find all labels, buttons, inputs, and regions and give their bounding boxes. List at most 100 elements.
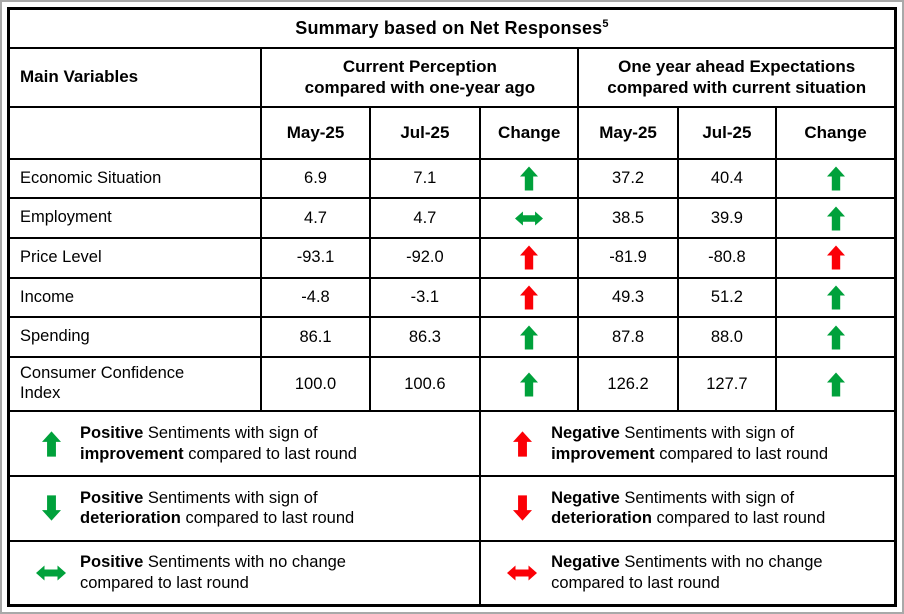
ex-jul-value: 40.4	[676, 157, 778, 200]
green-up-arrow-icon	[41, 431, 61, 457]
cp-jul-value: -3.1	[368, 276, 482, 319]
table-row: Consumer Confidence Index 100.0 100.6 126.2…	[7, 356, 897, 413]
green-up-arrow-icon	[826, 325, 845, 350]
ex-change-header: Change	[775, 105, 897, 160]
legend-item: Positive Sentiments with no change compa…	[22, 552, 473, 593]
legend-cell: Negative Sentiments with sign of deterio…	[479, 475, 897, 542]
ex-may-value: 37.2	[577, 157, 679, 200]
cp-change-cell	[479, 356, 580, 413]
ex-may-value: 49.3	[577, 276, 679, 319]
cp-change-cell	[479, 316, 580, 359]
group-header-line: compared with one-year ago	[304, 78, 536, 98]
green-left-right-arrow-icon	[515, 211, 544, 226]
green-down-arrow-icon	[41, 495, 61, 522]
ex-may-value: 87.8	[577, 316, 679, 359]
summary-table: Summary based on Net Responses5 Main Var…	[7, 7, 897, 607]
legend-text: Positive Sentiments with sign of improve…	[80, 424, 357, 463]
ex-change-cell	[775, 356, 897, 413]
group-header-line: One year ahead Expectations	[618, 57, 856, 77]
table-row: Price Level -93.1 -92.0 -81.9 -80.8	[7, 237, 897, 279]
ex-jul-value: -80.8	[676, 237, 778, 279]
red-up-arrow-icon	[520, 285, 539, 310]
cp-may-value: 100.0	[260, 356, 371, 413]
legend-cell: Negative Sentiments with no change compa…	[479, 539, 897, 607]
green-up-arrow-icon	[826, 206, 845, 231]
expectations-header: One year ahead Expectations compared wit…	[577, 47, 897, 108]
row-label: Consumer Confidence Index	[7, 356, 263, 413]
cp-may-header: May-25	[260, 105, 371, 160]
empty-header-cell	[7, 105, 263, 160]
row-label: Economic Situation	[7, 157, 263, 200]
period-header-row: May-25 Jul-25 Change May-25 Jul-25 Chang…	[7, 105, 897, 160]
cp-may-value: -93.1	[260, 237, 371, 279]
legend-arrow-wrap	[493, 495, 551, 522]
legend-arrow-wrap	[22, 431, 80, 457]
cp-jul-value: 100.6	[368, 356, 482, 413]
legend-text: Negative Sentiments with sign of deterio…	[551, 488, 826, 528]
cp-jul-value: 86.3	[368, 316, 482, 359]
cp-change-header: Change	[479, 105, 580, 160]
red-up-arrow-icon	[826, 245, 845, 270]
legend-body: Positive Sentiments with sign of improve…	[7, 410, 897, 607]
cp-may-value: 6.9	[260, 157, 371, 200]
legend-arrow-wrap	[493, 565, 551, 581]
legend-cell: Positive Sentiments with sign of deterio…	[7, 475, 482, 542]
cp-change-cell	[479, 157, 580, 200]
legend-text: Positive Sentiments with no change compa…	[80, 553, 346, 592]
legend-cell: Positive Sentiments with no change compa…	[7, 539, 482, 607]
legend-cell: Positive Sentiments with sign of improve…	[7, 410, 482, 478]
ex-jul-value: 51.2	[676, 276, 778, 319]
legend-item: Positive Sentiments with sign of deterio…	[22, 488, 473, 529]
legend-text: Positive Sentiments with sign of deterio…	[80, 488, 355, 528]
legend-row: Positive Sentiments with sign of deterio…	[7, 475, 897, 542]
group-header-line: compared with current situation	[607, 78, 867, 98]
ex-jul-value: 127.7	[676, 356, 778, 413]
green-up-arrow-icon	[826, 372, 845, 397]
current-perception-header: Current Perception compared with one-yea…	[260, 47, 580, 108]
group-header-line: Current Perception	[342, 57, 497, 77]
cp-may-value: 86.1	[260, 316, 371, 359]
green-up-arrow-icon	[520, 166, 539, 191]
legend-arrow-wrap	[22, 495, 80, 522]
ex-may-header: May-25	[577, 105, 679, 160]
legend-cell: Negative Sentiments with sign of improve…	[479, 410, 897, 478]
cp-may-value: 4.7	[260, 197, 371, 240]
ex-jul-value: 39.9	[676, 197, 778, 240]
row-label: Employment	[7, 197, 263, 240]
ex-may-value: -81.9	[577, 237, 679, 279]
cp-change-cell	[479, 197, 580, 240]
green-up-arrow-icon	[520, 372, 539, 397]
legend-row: Positive Sentiments with sign of improve…	[7, 410, 897, 478]
ex-may-value: 126.2	[577, 356, 679, 413]
red-down-arrow-icon	[512, 495, 532, 522]
table-title: Summary based on Net Responses5	[7, 7, 897, 50]
legend-arrow-wrap	[22, 565, 80, 581]
table-row: Income -4.8 -3.1 49.3 51.2	[7, 276, 897, 319]
title-footnote-marker: 5	[602, 18, 609, 31]
green-up-arrow-icon	[520, 325, 539, 350]
red-left-right-arrow-icon	[507, 565, 538, 581]
cp-jul-value: 7.1	[368, 157, 482, 200]
legend-arrow-wrap	[493, 431, 551, 457]
red-up-arrow-icon	[520, 245, 539, 270]
ex-change-cell	[775, 197, 897, 240]
cp-jul-value: 4.7	[368, 197, 482, 240]
table-row: Spending 86.1 86.3 87.8 88.0	[7, 316, 897, 359]
title-row: Summary based on Net Responses5	[7, 7, 897, 50]
cp-jul-header: Jul-25	[368, 105, 482, 160]
ex-change-cell	[775, 237, 897, 279]
green-up-arrow-icon	[826, 166, 845, 191]
main-variables-header: Main Variables	[7, 47, 263, 108]
cp-change-cell	[479, 237, 580, 279]
group-header-row: Main Variables Current Perception compar…	[7, 47, 897, 108]
legend-text: Negative Sentiments with sign of improve…	[551, 424, 829, 463]
table-row: Economic Situation 6.9 7.1 37.2 40.4	[7, 157, 897, 200]
green-left-right-arrow-icon	[36, 565, 66, 581]
table-row: Employment 4.7 4.7 38.5 39.9	[7, 197, 897, 240]
ex-change-cell	[775, 157, 897, 200]
row-label: Spending	[7, 316, 263, 359]
legend-item: Negative Sentiments with no change compa…	[493, 552, 888, 593]
row-label: Income	[7, 276, 263, 319]
table-title-text: Summary based on Net Responses	[295, 18, 603, 39]
